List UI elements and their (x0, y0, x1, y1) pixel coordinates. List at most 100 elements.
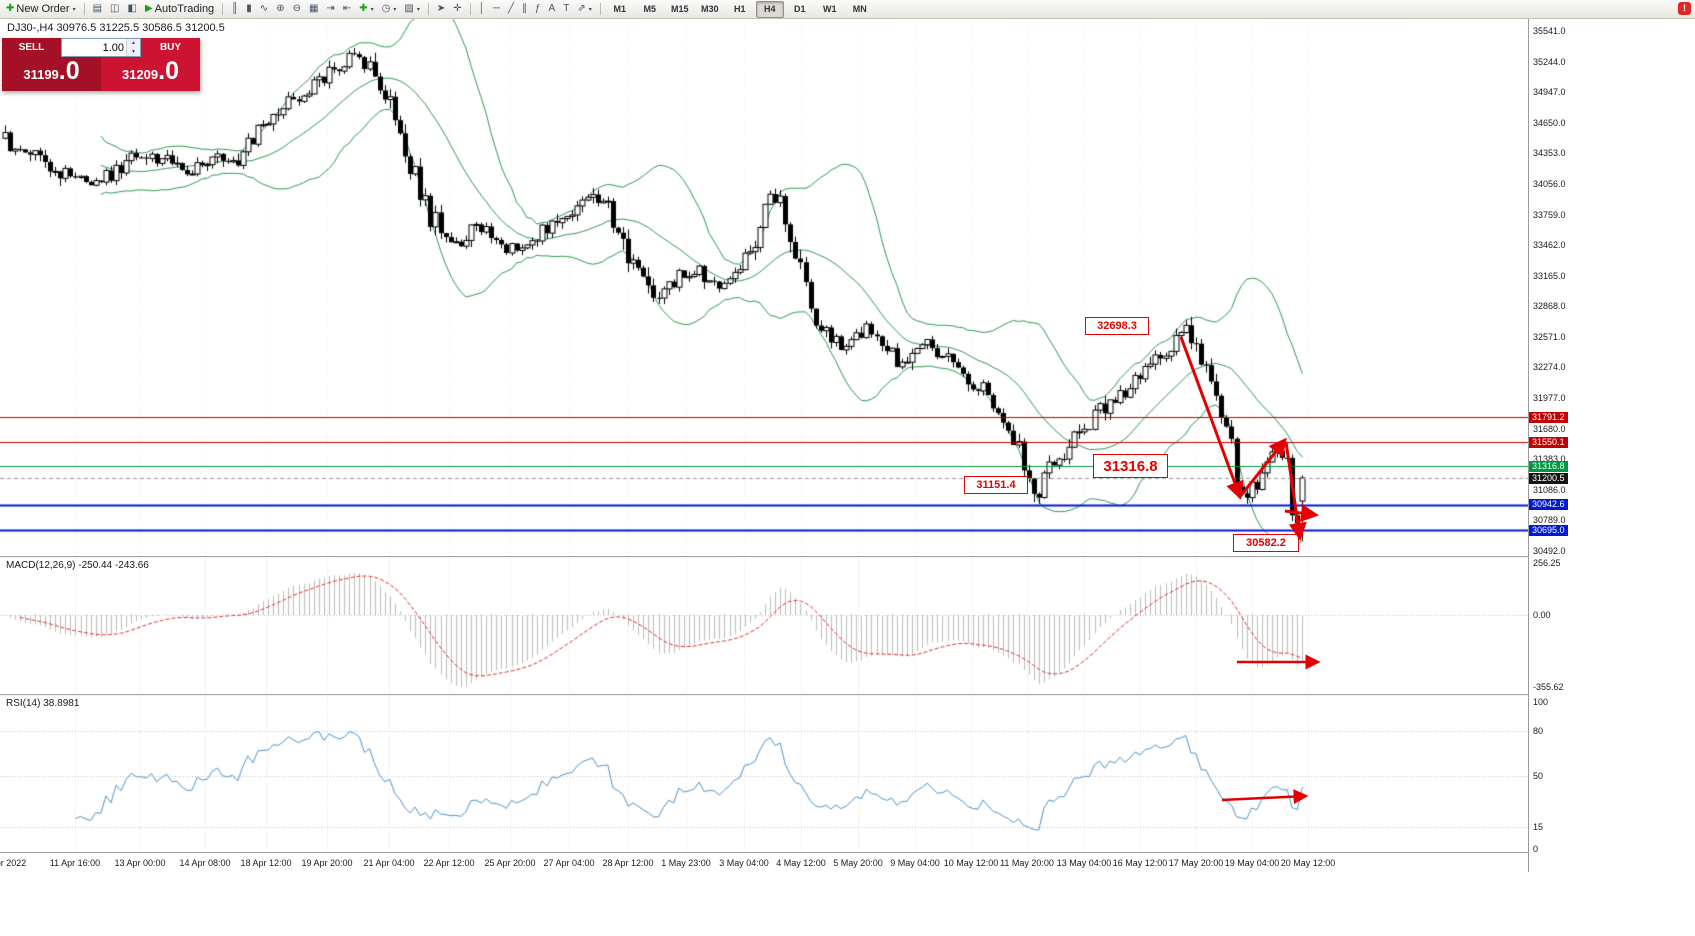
templates-icon: ▨ (404, 3, 414, 14)
toolbar-separator (83, 3, 85, 15)
buy-button[interactable]: 31209 .0 (101, 57, 200, 91)
toolbar-group: ➤ ✛ (433, 0, 466, 18)
volume-down-icon[interactable]: ▼ (127, 47, 140, 56)
new-order-icon: ✚ (6, 3, 15, 14)
horizontal-line-icon[interactable]: ─ (489, 0, 504, 18)
vertical-line-icon[interactable]: │ (475, 0, 489, 18)
timeframe-button-m30[interactable]: M30 (700, 4, 719, 14)
new-order-button[interactable]: ✚ New Order ▾ (2, 0, 80, 18)
time-axis[interactable]: Apr 2022 11 Apr 16:00 13 Apr 00:00 14 Apr 0… (0, 852, 1528, 873)
rsi-value: 38.8981 (43, 698, 80, 709)
auto-scroll-icon[interactable]: ⇥ (322, 0, 338, 18)
cursor-icon[interactable]: ➤ (433, 0, 449, 18)
terminal-icon[interactable]: ◧ (124, 0, 141, 18)
autotrading-button[interactable]: ▶ AutoTrading (141, 0, 218, 18)
periods-icon[interactable]: ◷ ▾ (378, 0, 401, 18)
price-annotation[interactable]: 31151.4 (964, 476, 1028, 494)
price-annotation[interactable]: 32698.3 (1085, 317, 1149, 335)
shapes-icon[interactable]: ⇗ ▾ (573, 0, 595, 18)
toolbar-group: │ ─ ╱ ∥ ƒ A T ⇗ ▾ (475, 0, 596, 18)
timeframe-button-m15[interactable]: M15 (670, 4, 689, 14)
line-chart-icon: ∿ (259, 3, 269, 14)
templates-icon[interactable]: ▨ ▾ (400, 0, 423, 18)
main-chart-canvas[interactable] (0, 18, 1528, 556)
rsi-scale-label: 50 (1533, 770, 1544, 781)
price-annotation[interactable]: 31316.8 (1093, 454, 1168, 478)
candlestick-chart-icon[interactable]: ▮ (242, 0, 256, 18)
price-annotation[interactable]: 30582.2 (1233, 534, 1299, 552)
periods-icon: ◷ (381, 3, 391, 14)
time-tick-label: 19 May 04:00 (1224, 858, 1280, 868)
buy-header-button[interactable]: BUY (141, 38, 200, 57)
market-watch-icon[interactable]: ▤ (89, 0, 106, 18)
label-icon[interactable]: T (559, 0, 573, 18)
caret-down-icon: ▾ (588, 6, 592, 13)
toolbar-group: ▤ ◫ ◧ ▶ AutoTrading (89, 0, 219, 18)
macd-panel-canvas[interactable] (0, 556, 1528, 694)
chart-shift-icon[interactable]: ⇤ (339, 0, 355, 18)
trendline-icon: ╱ (507, 3, 514, 14)
indicators-icon[interactable]: ✚ ▾ (355, 0, 377, 18)
data-window-icon[interactable]: ◫ (106, 0, 123, 18)
toolbar-group: ║ ▮ ∿ ⊕ ⊖ ▦ ⇥ ⇤ ✚ ▾ ◷ ▾ ▨ ▾ (227, 0, 424, 18)
macd-values: -250.44 -243.66 (78, 560, 149, 571)
volume-input[interactable] (62, 39, 126, 56)
toolbar-separator (469, 3, 471, 15)
text-icon[interactable]: A (545, 0, 560, 18)
price-marker-label: 31791.2 (1529, 411, 1568, 423)
timeframe-button-mn[interactable]: MN (852, 4, 867, 14)
timeframe-button-m5[interactable]: M5 (643, 4, 656, 14)
price-tick-label: 31383.0 (1533, 454, 1566, 465)
sell-header-button[interactable]: SELL (2, 38, 61, 57)
sell-button[interactable]: 31199 .0 (2, 57, 101, 91)
line-chart-icon[interactable]: ∿ (256, 0, 272, 18)
channel-icon[interactable]: ∥ (518, 0, 531, 18)
market-watch-icon: ▤ (92, 3, 103, 14)
time-tick-label: 5 May 20:00 (833, 858, 883, 868)
toolbar-separator (599, 3, 601, 15)
timeframe-button-m1[interactable]: M1 (613, 4, 626, 14)
fibonacci-icon[interactable]: ƒ (531, 0, 545, 18)
price-scale[interactable]: 35541.0 35244.0 34947.0 34650.0 34353.0 34056… (1528, 18, 1695, 872)
rsi-scale-label: 80 (1533, 726, 1544, 737)
time-tick-label: 9 May 04:00 (890, 858, 940, 868)
price-tick-label: 35244.0 (1533, 56, 1566, 67)
fibonacci-icon: ƒ (534, 3, 541, 14)
price-marker-label: 31316.8 (1529, 460, 1568, 472)
zoom-out-icon[interactable]: ⊖ (289, 0, 305, 18)
price-tick-label: 30492.0 (1533, 546, 1566, 556)
buy-price-fraction: .0 (158, 57, 179, 85)
toolbar: ✚ New Order ▾ ▤ ◫ ◧ ▶ AutoTrading ║ ▮ ∿ ⊕ ⊖ ▦ ⇥ ⇤ ✚ ▾ ◷ ▾ ▨ ▾… (0, 0, 1695, 19)
timeframe-button-d1[interactable]: D1 (793, 4, 806, 14)
cursor-icon: ➤ (436, 3, 446, 14)
time-tick-label: 25 Apr 20:00 (484, 858, 536, 868)
notification-icon[interactable]: ! (1678, 2, 1691, 15)
rsi-panel-canvas[interactable] (0, 694, 1528, 852)
tile-windows-icon: ▦ (308, 3, 319, 14)
macd-scale-label: 256.25 (1533, 557, 1561, 568)
trendline-icon[interactable]: ╱ (504, 0, 518, 18)
vertical-line-icon: │ (478, 3, 485, 14)
price-tick-label: 32274.0 (1533, 362, 1566, 373)
price-tick-label: 32868.0 (1533, 301, 1566, 312)
timeframe-button-w1[interactable]: W1 (822, 4, 837, 14)
time-tick-label: 11 Apr 16:00 (49, 858, 101, 868)
bar-chart-icon[interactable]: ║ (227, 0, 242, 18)
crosshair-icon[interactable]: ✛ (449, 0, 465, 18)
price-tick-label: 33462.0 (1533, 240, 1566, 251)
toolbar-group: ✚ New Order ▾ (2, 0, 80, 18)
zoom-in-icon[interactable]: ⊕ (272, 0, 288, 18)
terminal-icon: ◧ (127, 3, 137, 14)
rsi-name: RSI(14) (6, 698, 41, 709)
indicators-icon: ✚ (359, 3, 368, 14)
price-tick-label: 31680.0 (1533, 423, 1566, 434)
tile-windows-icon[interactable]: ▦ (305, 0, 322, 18)
volume-up-icon[interactable]: ▲ (127, 39, 140, 48)
toolbar-separator (427, 3, 429, 15)
timeframe-button-h4[interactable]: H4 (755, 0, 784, 18)
price-tick-label: 34056.0 (1533, 178, 1566, 189)
time-tick-label: 16 May 12:00 (1112, 858, 1168, 868)
timeframe-button-h1[interactable]: H1 (733, 4, 746, 14)
caret-down-icon: ▾ (370, 6, 374, 13)
rsi-scale-label: 15 (1533, 821, 1544, 832)
